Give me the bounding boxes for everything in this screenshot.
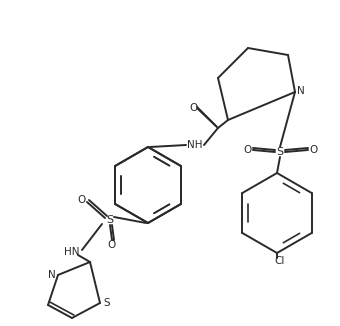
Text: O: O <box>108 240 116 250</box>
Text: O: O <box>189 103 197 113</box>
Text: S: S <box>276 147 284 157</box>
Text: N: N <box>48 270 56 280</box>
Text: O: O <box>309 145 317 155</box>
Text: NH: NH <box>187 140 203 150</box>
Text: O: O <box>244 145 252 155</box>
Text: O: O <box>78 195 86 205</box>
Text: S: S <box>104 298 110 308</box>
Text: Cl: Cl <box>275 256 285 266</box>
Text: S: S <box>106 215 114 225</box>
Text: HN: HN <box>64 247 80 257</box>
Text: N: N <box>297 86 305 96</box>
